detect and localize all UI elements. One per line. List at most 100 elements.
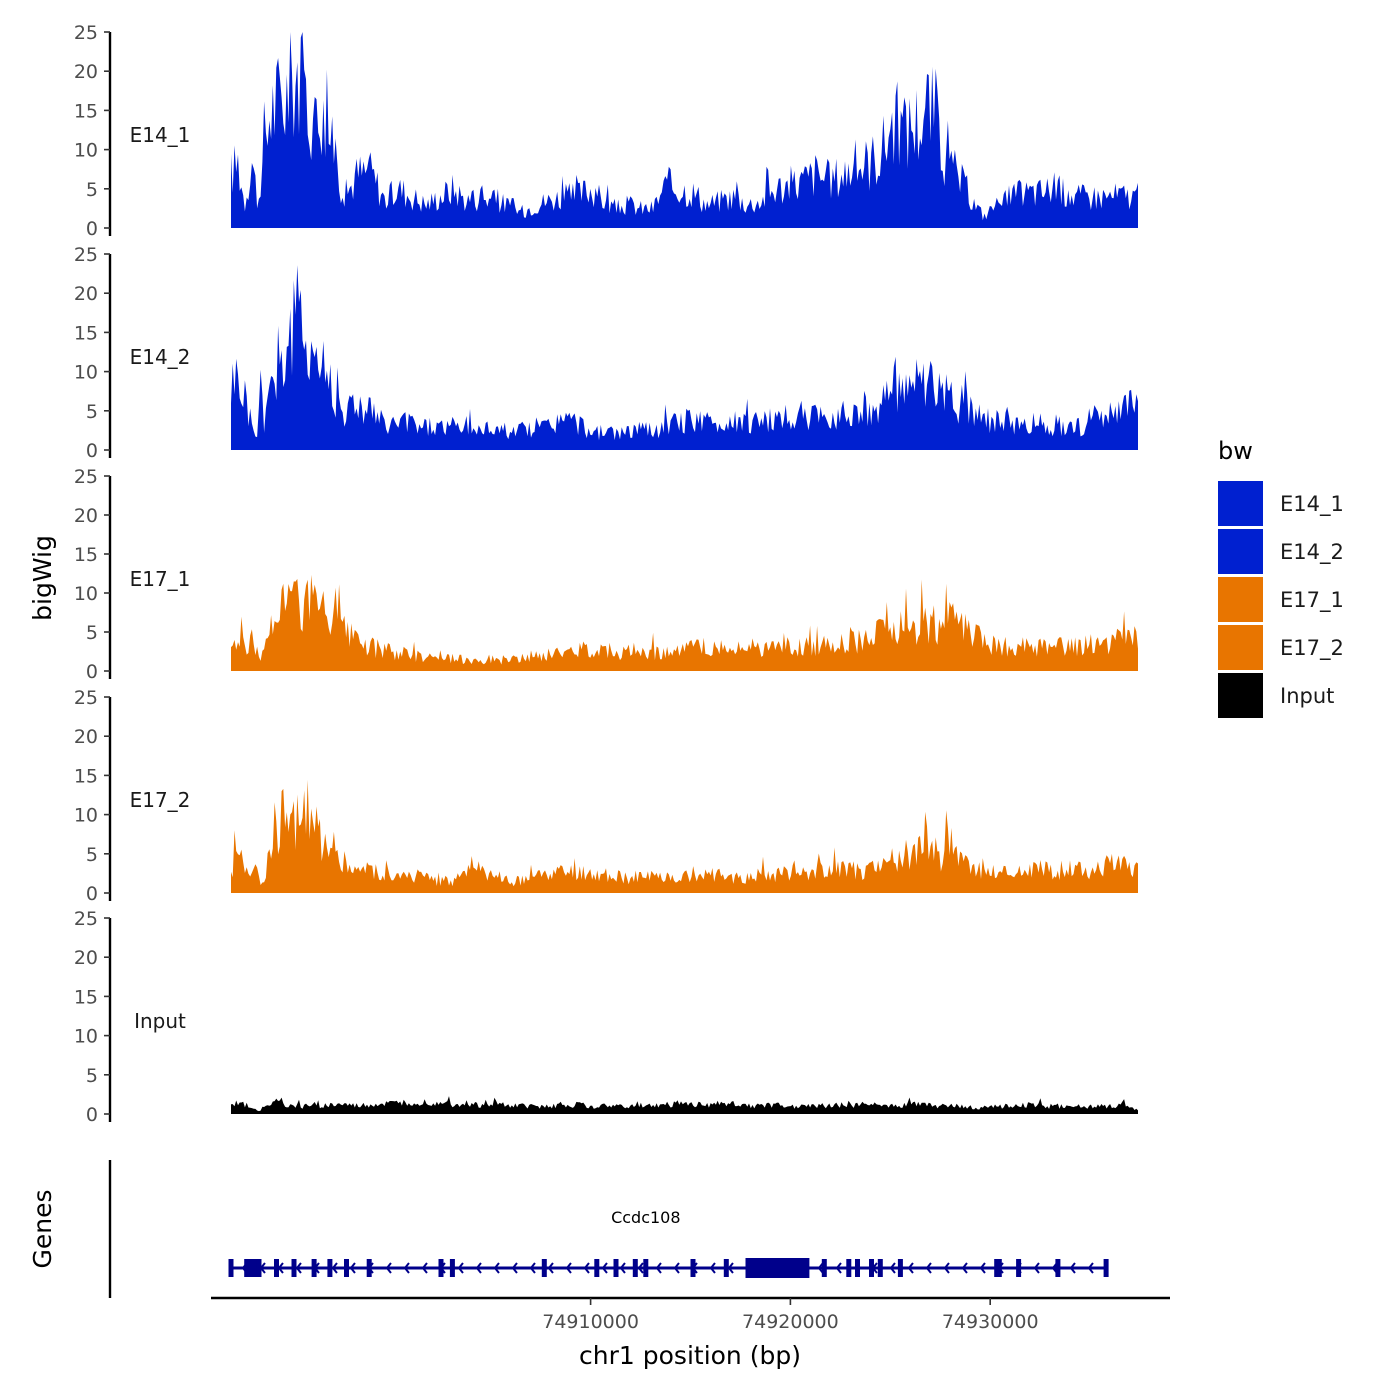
legend-label: E14_2 [1280,540,1344,565]
legend-swatch [1218,481,1263,526]
y-tick-label: 5 [86,401,98,423]
strand-chevron [313,1262,320,1274]
strand-chevron [781,1262,788,1274]
strand-chevron [763,1262,770,1274]
strand-chevron [421,1262,428,1274]
y-tick-label: 25 [74,687,98,709]
strand-chevron [277,1262,284,1274]
strand-chevron [853,1262,860,1274]
coverage-area-input [231,1096,1138,1114]
strand-chevron [295,1262,302,1274]
gene-exon [246,1259,257,1277]
strand-chevron [709,1262,716,1274]
legend-swatch [1218,529,1263,574]
legend-item: Input [1218,673,1334,718]
strand-chevron [655,1262,662,1274]
gene-exon [1055,1259,1061,1277]
gene-exon [821,1259,827,1277]
strand-chevron [907,1262,914,1274]
strand-chevron [817,1262,824,1274]
strand-chevron [1069,1262,1076,1274]
strand-chevron [961,1262,968,1274]
gene-exon [1103,1259,1109,1277]
strand-chevron [691,1262,698,1274]
strand-chevron [439,1262,446,1274]
track-label: E17_1 [130,567,191,591]
strand-chevron [1015,1262,1022,1274]
strand-chevron [745,1262,752,1274]
y-tick-label: 25 [74,244,98,266]
y-tick-label: 10 [74,583,98,605]
track-e17-2: 0 5 10 15 20 25 E17_2 [74,687,1138,905]
strand-chevron [619,1262,626,1274]
y-tick-label: 0 [86,218,98,240]
y-tick-label: 10 [74,140,98,162]
y-tick-label: 15 [74,322,98,344]
legend-title: bw [1218,437,1253,465]
gene-exon [846,1259,852,1277]
y-tick-label: 20 [74,726,98,748]
y-tick-label: 5 [86,622,98,644]
strand-chevron [349,1262,356,1274]
gene-exon [613,1259,619,1277]
coverage-area-e14-1 [231,32,1138,228]
legend-item: E17_1 [1218,577,1344,622]
strand-chevron [601,1262,608,1274]
gene-ccdc108: Ccdc108 [228,1208,1109,1278]
y-tick-label: 15 [74,765,98,787]
legend-label: E14_1 [1280,492,1344,517]
gene-exon [994,1259,1000,1277]
y-tick-label: 15 [74,986,98,1008]
strand-chevron [529,1262,536,1274]
gene-exon [256,1259,262,1277]
gene-exon [897,1259,903,1277]
gene-exon [1016,1259,1022,1277]
strand-chevron [583,1262,590,1274]
strand-chevron [997,1262,1004,1274]
strand-chevron [241,1262,248,1274]
legend-swatch [1218,577,1263,622]
strand-chevron [943,1262,950,1274]
x-tick-label: 74930000 [942,1311,1039,1333]
y-tick-label: 10 [74,805,98,827]
gene-exon [228,1259,234,1277]
strand-chevron [637,1262,644,1274]
x-tick-label: 74910000 [542,1311,639,1333]
y-tick-label: 10 [74,362,98,384]
x-tick-label: 74920000 [742,1311,839,1333]
strand-chevron [1051,1262,1058,1274]
track-e14-1: 0 5 10 15 20 25 E14_1 [74,22,1138,240]
track-label: E14_2 [130,345,191,369]
gene-exon [327,1259,333,1277]
y-tick-label: 5 [86,179,98,201]
gene-exon [291,1259,297,1277]
strand-chevron [979,1262,986,1274]
y-tick-label: 20 [74,947,98,969]
strand-chevron [727,1262,734,1274]
track-e14-2: 0 5 10 15 20 25 E14_2 [74,244,1138,462]
legend: bw E14_1 E14_2 E17_1 E17_2 Input [1218,437,1344,718]
strand-chevron [475,1262,482,1274]
strand-chevron [799,1262,806,1274]
gene-label: Ccdc108 [611,1208,680,1227]
gene-coding-block [745,1258,810,1278]
strand-chevron [925,1262,932,1274]
y-tick-label: 0 [86,1104,98,1126]
y-tick-label: 20 [74,61,98,83]
y-tick-label: 25 [74,22,98,44]
strand-chevron [547,1262,554,1274]
track-input: 0 5 10 15 20 25 Input [74,908,1138,1126]
y-tick-label: 5 [86,1065,98,1087]
gene-exon [449,1259,455,1277]
y-tick-label: 5 [86,844,98,866]
legend-label: E17_2 [1280,636,1344,661]
strand-chevron [385,1262,392,1274]
strand-chevron [403,1262,410,1274]
legend-item: E17_2 [1218,625,1344,670]
gene-panel: Genes Ccdc108 [28,1160,1109,1298]
y-tick-label: 25 [74,466,98,488]
strand-chevron [331,1262,338,1274]
coverage-area-e17-1 [231,574,1138,671]
genes-axis-title: Genes [28,1189,57,1268]
